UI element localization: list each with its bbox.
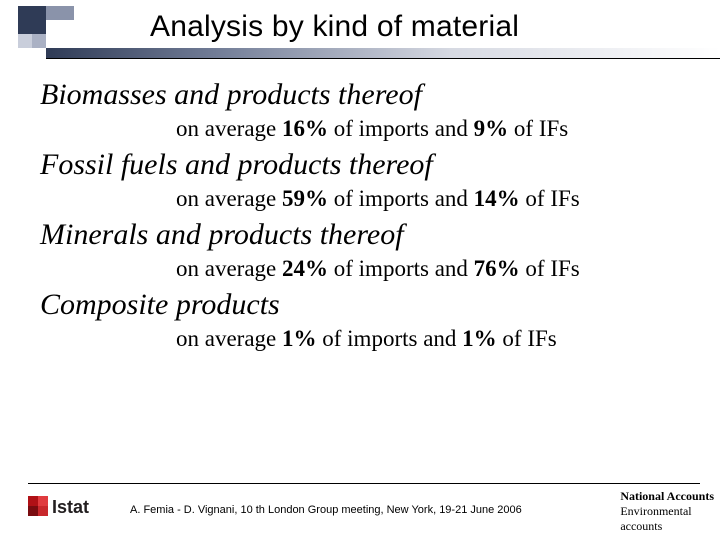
category-detail: on average 24% of imports and 76% of IFs [176,256,692,282]
slide-title: Analysis by kind of material [150,10,519,44]
category-heading: Biomasses and products thereof [40,78,692,112]
imports-pct: 24% [282,256,328,281]
category-detail: on average 16% of imports and 9% of IFs [176,116,692,142]
category-heading: Fossil fuels and products thereof [40,148,692,182]
ifs-pct: 76% [474,256,520,281]
istat-logo-text: Istat [52,497,89,518]
side-label-line3: accounts [620,519,714,534]
ifs-pct: 14% [474,186,520,211]
category-heading: Composite products [40,288,692,322]
imports-pct: 1% [282,326,317,351]
footer: Istat A. Femia - D. Vignani, 10 th Londo… [0,484,720,546]
title-emphasis: kind of material [312,10,519,43]
ifs-pct: 9% [474,116,509,141]
ifs-pct: 1% [462,326,497,351]
side-label-line1: National Accounts [620,489,714,504]
footer-side-label: National Accounts Environmental accounts [620,489,714,534]
category-detail: on average 59% of imports and 14% of IFs [176,186,692,212]
category-heading: Minerals and products thereof [40,218,692,252]
istat-logo-mark-icon [28,496,50,518]
imports-pct: 16% [282,116,328,141]
title-prefix: Analysis by [150,10,312,43]
content-area: Biomasses and products thereof on averag… [0,60,720,352]
title-gradient-bar [46,48,720,58]
category-detail: on average 1% of imports and 1% of IFs [176,326,692,352]
footer-citation: A. Femia - D. Vignani, 10 th London Grou… [130,504,522,516]
istat-logo: Istat [28,496,100,520]
side-label-line2: Environmental [620,504,714,519]
title-bar: Analysis by kind of material [0,6,720,60]
imports-pct: 59% [282,186,328,211]
title-underline [46,58,720,59]
